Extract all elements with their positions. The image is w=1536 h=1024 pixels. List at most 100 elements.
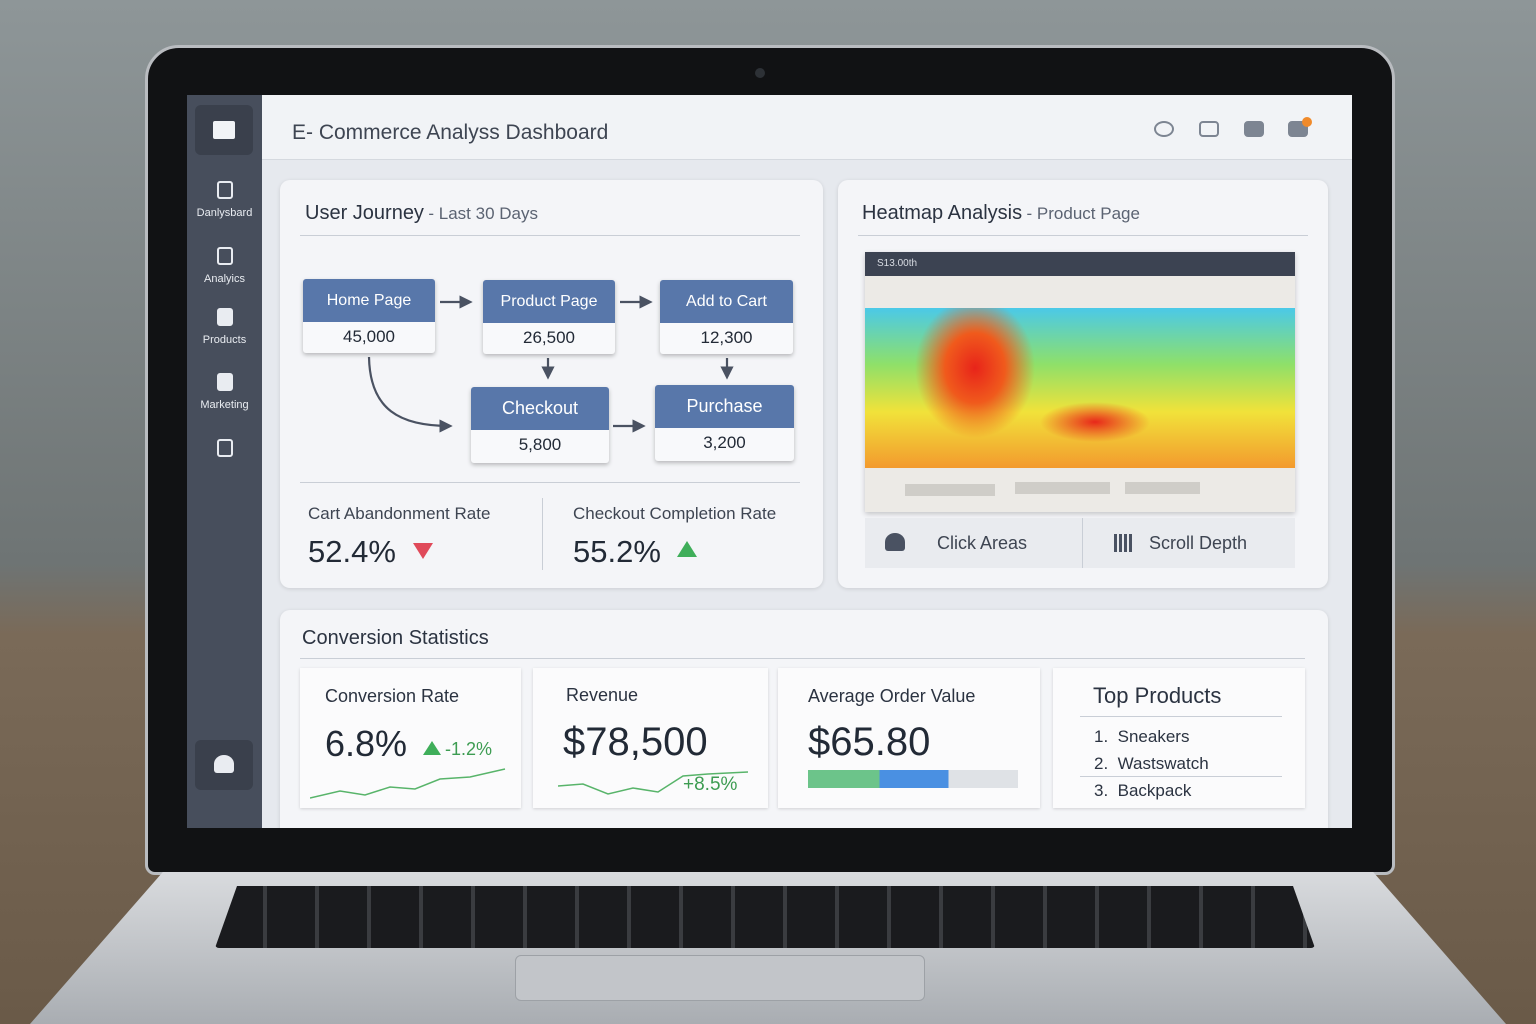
placeholder-bar [1125, 482, 1200, 494]
stat-label: Conversion Rate [325, 686, 460, 706]
stat-card: Revenue $78,500 +8.5% [533, 668, 768, 808]
browser-label: S13.00th [877, 258, 918, 269]
tab-label: Scroll Depth [1149, 533, 1248, 553]
product-item: 3. Backpack [1094, 781, 1191, 801]
divider [300, 482, 800, 483]
dashboard-title: E- Commerce Analyss Dashboard [292, 121, 609, 144]
heatmap-card: Heatmap Analysis - Product Page S13.00th… [838, 180, 1328, 588]
stat-value: $78,500 [563, 720, 708, 764]
nav-icon [216, 373, 233, 391]
divider [1080, 716, 1282, 717]
stat-card: Conversion Rate 6.8% -1.2% [300, 668, 521, 808]
stat-label: Revenue [566, 685, 639, 705]
node-value: 5,800 [518, 435, 562, 454]
node-label: Add to Cart [660, 280, 793, 323]
folder-icon[interactable] [1244, 121, 1264, 137]
journey-node: Checkout 5,800 [471, 387, 609, 463]
tab-icon [1114, 534, 1134, 552]
screen: Danlysbard Analyics Products Marketing E… [187, 95, 1352, 828]
browser-bar [865, 252, 1295, 276]
notification-dot [1302, 117, 1312, 127]
node-label: Home Page [303, 279, 435, 322]
nav-item[interactable]: Danlysbard [187, 181, 262, 219]
journey-node: Purchase 3,200 [655, 385, 794, 461]
divider [300, 235, 800, 236]
user-icon [214, 755, 234, 773]
node-label: Checkout [471, 387, 609, 430]
card-title: Conversion Statistics [302, 627, 489, 649]
conversion-card: Conversion Statistics Conversion Rate 6.… [280, 610, 1328, 828]
metric-value: 55.2% [573, 534, 661, 569]
journey-node: Home Page 45,000 [303, 279, 435, 353]
product-name: Wastswatch [1117, 754, 1209, 773]
product-name: Sneakers [1117, 727, 1190, 746]
card-title: Heatmap Analysis [862, 202, 1023, 224]
up-triangle [677, 541, 697, 557]
journey-node: Add to Cart 12,300 [660, 280, 793, 354]
refresh-icon[interactable] [1154, 121, 1174, 137]
user-journey-card: User Journey - Last 30 Days Home Page 45,… [280, 180, 823, 588]
nav-item[interactable]: Analyics [187, 247, 262, 285]
top-products-title: Top Products [1093, 683, 1222, 708]
stat-label: Average Order Value [808, 686, 976, 706]
node-label: Purchase [655, 385, 794, 428]
node-value: 45,000 [343, 327, 395, 346]
nav-icon [216, 181, 233, 199]
product-index: 2. [1094, 754, 1109, 773]
sparkline [558, 771, 749, 795]
nav-label: Products [202, 334, 247, 346]
camera [755, 68, 765, 78]
product-index: 3. [1094, 781, 1109, 800]
arrow [367, 356, 453, 433]
nav-item[interactable]: Marketing [187, 373, 262, 411]
down-triangle [413, 543, 433, 559]
node-value: 26,500 [523, 328, 575, 347]
stat-value: $65.80 [808, 720, 931, 764]
nav-icon [216, 247, 233, 265]
node-label: Product Page [483, 280, 615, 323]
product-index: 1. [1094, 727, 1109, 746]
nav-label: Marketing [200, 399, 249, 411]
nav-icon [216, 308, 233, 326]
trackpad [515, 955, 925, 1001]
metric-value: 52.4% [308, 534, 396, 569]
divider [1080, 776, 1282, 777]
node-value: 3,200 [703, 433, 746, 452]
sidebar: Danlysbard Analyics Products Marketing [187, 95, 262, 828]
divider [858, 235, 1308, 236]
stat-card: Average Order Value $65.80 [778, 668, 1040, 808]
keyboard [215, 886, 1315, 948]
nav-icon [216, 439, 233, 457]
heatmap-image: S13.00th [865, 252, 1295, 512]
card-subtitle: - Last 30 Days [428, 204, 538, 223]
nav-label: Danlysbard [196, 207, 253, 219]
tab-icon [885, 533, 905, 551]
top-products: Top Products 1. Sneakers 2. Wastswatch 3… [1053, 668, 1305, 808]
product-item: 1. Sneakers [1094, 727, 1189, 747]
user-button[interactable] [195, 740, 253, 790]
logo-button[interactable] [195, 105, 253, 155]
logo-icon [213, 121, 235, 139]
journey-arrows [367, 295, 734, 433]
stat-change: +8.5% [683, 774, 738, 795]
nav-item[interactable] [187, 439, 262, 465]
header: E- Commerce Analyss Dashboard [262, 95, 1352, 160]
nav-label: Analyics [204, 273, 245, 285]
card-subtitle: - Product Page [1026, 204, 1140, 223]
journey-node: Product Page 26,500 [483, 280, 615, 354]
heatmap-overlay [865, 308, 1295, 468]
metric-label: Cart Abandonment Rate [308, 504, 491, 523]
product-name: Backpack [1117, 781, 1192, 800]
nav-item[interactable]: Products [187, 308, 262, 346]
stat-value: 6.8% [325, 723, 408, 764]
tab-label: Click Areas [937, 533, 1028, 553]
divider [542, 498, 543, 570]
sparkline [310, 768, 506, 799]
metric-label: Checkout Completion Rate [573, 504, 777, 523]
card-title: User Journey [305, 202, 424, 224]
node-value: 12,300 [700, 328, 753, 347]
divider [300, 658, 1305, 659]
mail-icon[interactable] [1199, 121, 1219, 137]
